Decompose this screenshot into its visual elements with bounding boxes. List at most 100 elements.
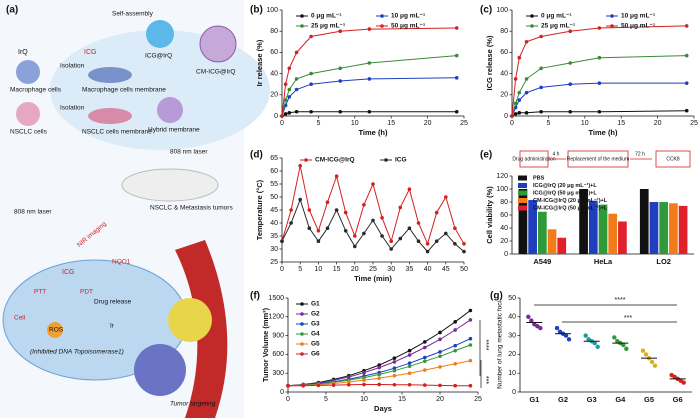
y-tick-label: 45 <box>270 207 278 214</box>
marker <box>347 380 351 384</box>
marker <box>517 98 522 102</box>
marker <box>280 114 284 118</box>
x-tick-label: 30 <box>387 266 395 273</box>
dot <box>624 346 629 351</box>
marker <box>454 109 459 114</box>
cm-particle <box>199 25 237 63</box>
marker <box>423 368 427 372</box>
legend-label: ICG@IrQ (50 μg mL⁻¹)+L <box>533 189 597 196</box>
x-tick-label: 15 <box>387 120 395 127</box>
label: 808 nm laser <box>170 149 208 156</box>
legend-marker <box>380 24 384 28</box>
marker <box>289 208 293 212</box>
marker <box>362 231 366 236</box>
y-axis-label: Temperature (°C) <box>255 179 264 240</box>
marker <box>568 29 573 33</box>
marker <box>423 355 427 360</box>
marker <box>367 61 372 65</box>
bar <box>659 202 669 254</box>
legend-marker <box>530 24 534 28</box>
label: Macrophage cells membrane <box>82 87 166 94</box>
marker <box>444 195 448 199</box>
marker <box>362 378 366 382</box>
marker <box>377 382 382 387</box>
marker <box>287 66 292 71</box>
y-axis-label: ICG release (%) <box>485 35 494 91</box>
marker <box>377 372 382 377</box>
legend-label: 50 μg mL⁻¹ <box>391 23 425 30</box>
marker <box>338 66 343 71</box>
mouse <box>121 168 219 202</box>
x-tick-label: 50 <box>460 266 468 273</box>
dot <box>652 363 658 368</box>
legend-marker <box>610 24 614 28</box>
legend-label: CM-ICG@IrQ (50 μg mL⁻¹)+L <box>533 204 608 211</box>
x-tick-label: 25 <box>690 120 698 127</box>
y-tick-label: 65 <box>270 155 278 162</box>
bar <box>537 211 547 254</box>
flow-text: 72 h <box>635 151 645 157</box>
panel-label: (a) <box>6 5 18 16</box>
marker <box>398 205 403 210</box>
label: Self-assembly <box>112 11 154 18</box>
membrane <box>88 67 132 83</box>
x-tick-label: 5 <box>298 266 302 273</box>
marker <box>468 383 473 388</box>
marker <box>309 71 313 76</box>
x-tick-label: 20 <box>654 120 662 127</box>
marker <box>468 308 473 313</box>
legend-marker <box>380 14 384 18</box>
marker <box>454 76 459 80</box>
dot <box>649 359 655 365</box>
marker <box>309 82 313 86</box>
marker <box>453 348 458 353</box>
dot <box>529 318 534 323</box>
y-tick-label: 40 <box>500 70 508 77</box>
membrane <box>88 108 132 124</box>
marker <box>407 382 412 387</box>
y-tick-label: 0 <box>280 389 284 396</box>
marker <box>462 249 466 254</box>
ros <box>47 322 63 338</box>
y-tick-label: 80 <box>500 199 508 206</box>
marker <box>309 34 313 39</box>
marker <box>453 242 457 246</box>
legend-swatch <box>518 175 527 181</box>
series-line <box>281 55 457 117</box>
marker <box>392 373 397 378</box>
marker <box>289 221 293 225</box>
marker <box>423 383 427 387</box>
marker <box>425 249 430 254</box>
marker <box>438 330 442 335</box>
x-tick-label: G2 <box>558 395 568 404</box>
marker <box>597 109 602 114</box>
label: PDT <box>80 289 93 296</box>
series-line <box>281 198 465 253</box>
dot <box>595 344 600 350</box>
marker <box>453 328 458 332</box>
dot <box>621 342 626 348</box>
label: Tumor targeting <box>170 401 216 408</box>
marker <box>438 383 442 388</box>
x-tick-label: 10 <box>315 266 323 273</box>
marker <box>287 95 292 99</box>
bar <box>598 204 608 254</box>
label: ICG <box>84 49 96 56</box>
x-tick-label: 25 <box>474 396 482 403</box>
dot <box>643 352 649 357</box>
legend-marker <box>610 14 614 18</box>
marker <box>367 109 372 114</box>
x-tick-label: G5 <box>644 395 654 404</box>
marker <box>423 345 427 350</box>
marker <box>380 216 384 220</box>
dot <box>563 333 569 338</box>
marker <box>377 363 382 367</box>
x-tick-label: 5 <box>324 396 328 403</box>
y-tick-label: 120 <box>496 173 508 180</box>
label: Isolation <box>60 105 85 112</box>
marker <box>513 101 518 106</box>
marker <box>453 226 457 230</box>
marker <box>517 111 522 115</box>
y-tick-label: 50 <box>508 295 516 302</box>
marker <box>389 247 394 251</box>
